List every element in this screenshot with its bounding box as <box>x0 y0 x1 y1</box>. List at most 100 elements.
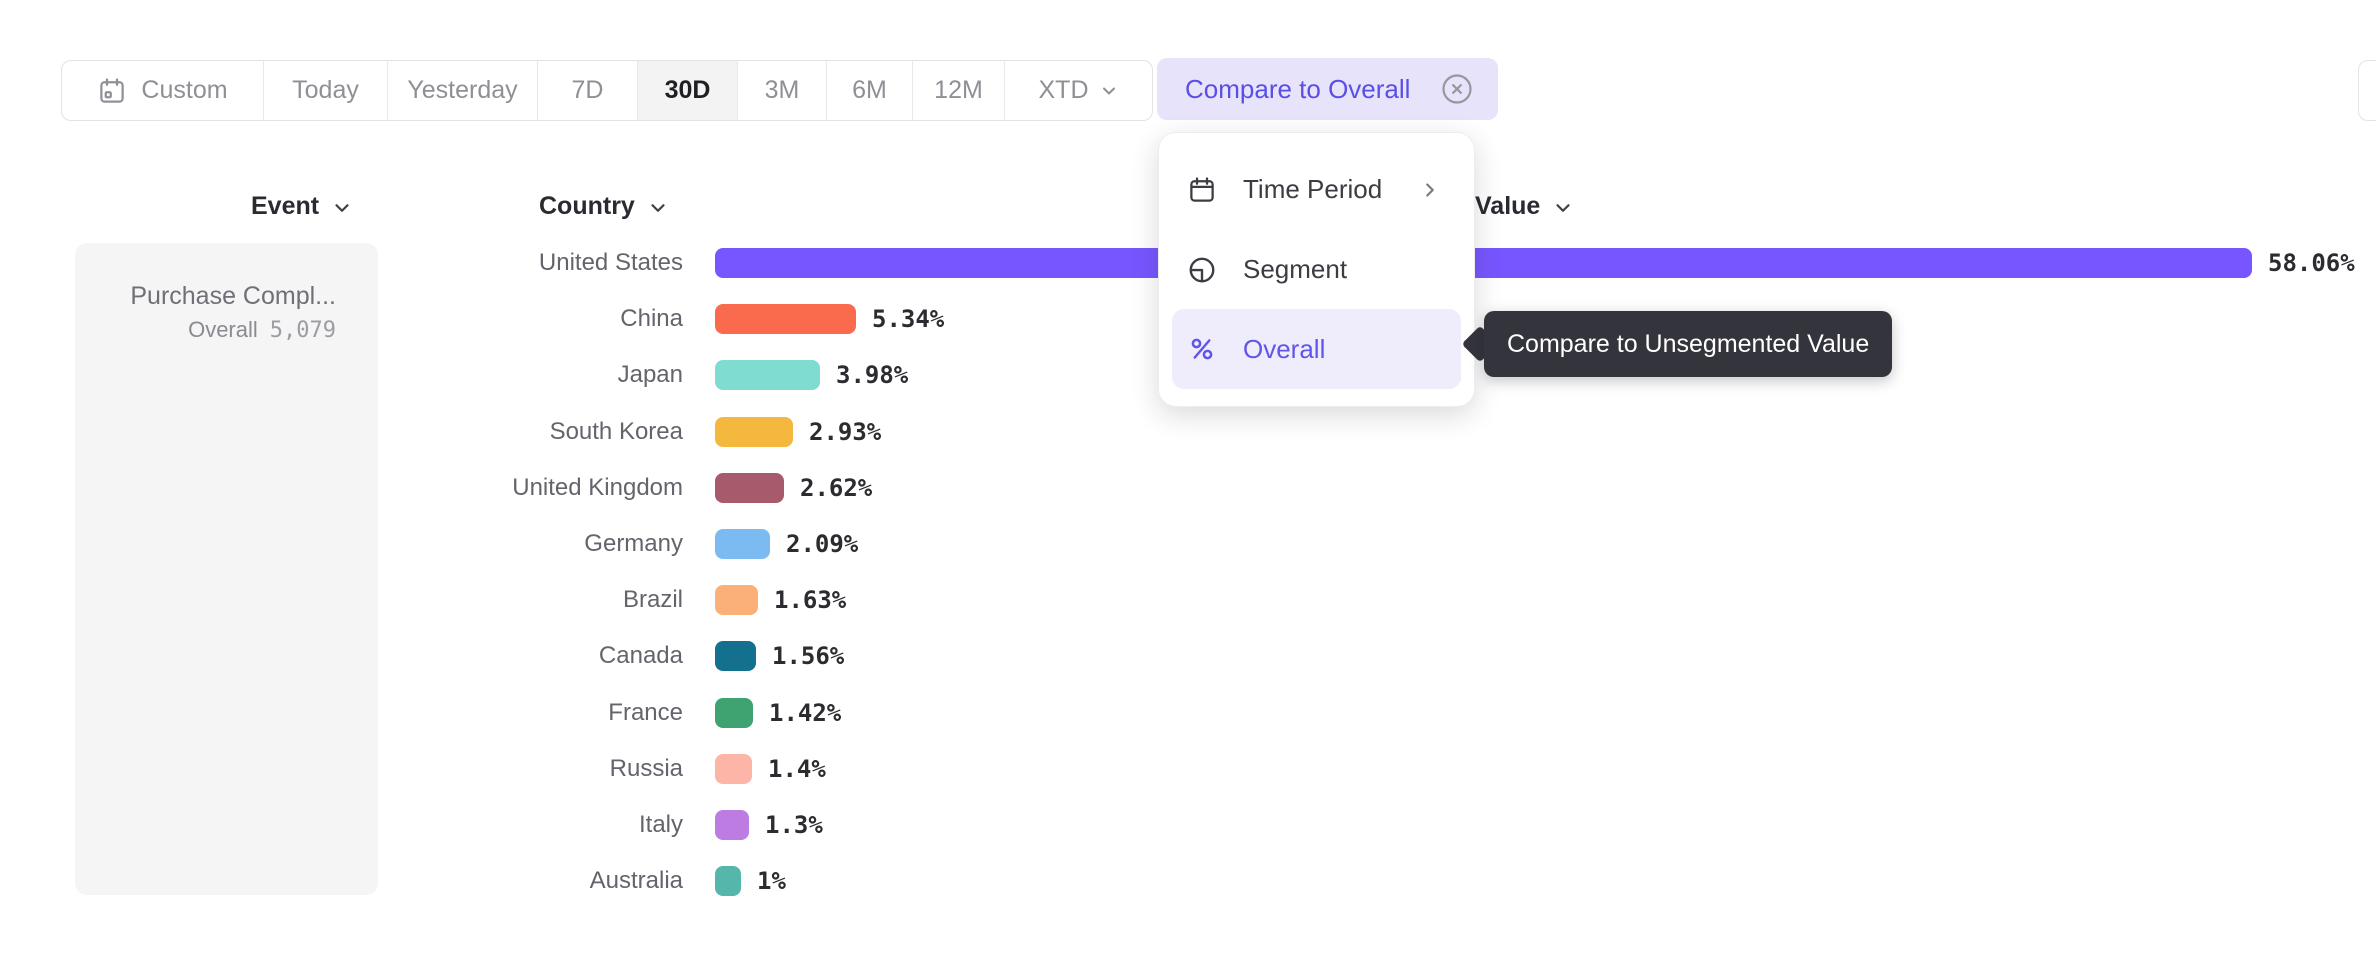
chevron-right-icon <box>1419 179 1441 201</box>
range-button-yesterday[interactable]: Yesterday <box>388 61 538 120</box>
clipped-button-group[interactable] <box>2358 60 2376 121</box>
country-label: Japan <box>617 361 683 389</box>
event-overall-label: Overall <box>188 317 258 342</box>
bar-united-states[interactable] <box>715 248 2252 279</box>
bar-china[interactable] <box>715 304 856 335</box>
country-label: Italy <box>638 810 683 838</box>
range-button-label: XTD <box>1038 76 1089 104</box>
tooltip-text: Compare to Unsegmented Value <box>1507 329 1870 358</box>
value-label: 58.06% <box>2268 249 2355 278</box>
bar-italy[interactable] <box>715 809 749 840</box>
segment-icon <box>1187 255 1217 285</box>
menu-item-segment[interactable]: Segment <box>1172 230 1461 310</box>
value-label: 1.42% <box>769 698 842 727</box>
range-button-label: Custom <box>141 76 228 104</box>
calendar-icon <box>97 76 127 106</box>
value-label: 1.3% <box>765 810 823 839</box>
range-button-label: 12M <box>934 76 983 104</box>
range-button-7d[interactable]: 7D <box>538 61 638 120</box>
range-button-3m[interactable]: 3M <box>738 61 827 120</box>
country-label: Brazil <box>622 586 683 614</box>
chart-row-italy: Italy 1.3% <box>0 797 2376 853</box>
country-bar-chart: United States 58.06% China 5.34% Japan 3.98% S… <box>0 235 2376 909</box>
chart-row-japan: Japan 3.98% <box>0 347 2376 403</box>
country-label: Russia <box>609 754 683 782</box>
chart-row-russia: Russia 1.4% <box>0 741 2376 797</box>
column-header-event-label: Event <box>251 191 320 220</box>
bar-russia[interactable] <box>715 753 752 784</box>
date-range-group[interactable]: Custom Today Yesterday 7D 30D 3M 6M 12M XTD <box>61 60 1153 121</box>
percent-icon <box>1187 334 1217 364</box>
calendar-icon <box>1187 175 1217 205</box>
compare-to-overall-chip[interactable]: Compare to Overall <box>1157 58 1498 120</box>
event-cell[interactable]: Purchase Compl... Overall 5,079 <box>75 243 378 895</box>
range-button-6m[interactable]: 6M <box>827 61 913 120</box>
chart-row-united-kingdom: United Kingdom 2.62% <box>0 460 2376 516</box>
range-button-custom[interactable]: Custom <box>62 61 264 120</box>
menu-item-time-period[interactable]: Time Period <box>1172 150 1461 230</box>
event-overall-value: 5,079 <box>269 318 336 343</box>
country-label: United Kingdom <box>512 473 683 501</box>
column-header-event[interactable]: Event <box>251 190 353 222</box>
bar-united-kingdom[interactable] <box>715 472 784 503</box>
bar-south-korea[interactable] <box>715 416 793 447</box>
value-label: 1.4% <box>768 754 826 783</box>
range-button-xtd[interactable]: XTD <box>1005 61 1152 120</box>
event-name: Purchase Compl... <box>130 282 336 310</box>
country-label: United States <box>538 249 683 277</box>
country-label: Canada <box>598 642 683 670</box>
bar-france[interactable] <box>715 697 753 728</box>
menu-item-label: Segment <box>1243 254 1348 284</box>
range-button-label: 6M <box>852 76 887 104</box>
range-button-12m[interactable]: 12M <box>913 61 1005 120</box>
column-header-country-label: Country <box>539 191 635 220</box>
range-button-label: Today <box>292 76 359 104</box>
compare-dropdown-menu: Time Period Segment Overall <box>1158 132 1475 407</box>
bar-germany[interactable] <box>715 529 770 560</box>
value-label: 2.62% <box>800 473 873 502</box>
range-button-today[interactable]: Today <box>264 61 388 120</box>
chart-row-united-states: United States 58.06% <box>0 235 2376 291</box>
column-header-country[interactable]: Country <box>539 190 669 222</box>
chart-row-france: France 1.42% <box>0 685 2376 741</box>
chart-row-canada: Canada 1.56% <box>0 628 2376 684</box>
country-label: China <box>620 305 683 333</box>
menu-item-overall[interactable]: Overall <box>1172 309 1461 390</box>
value-label: 5.34% <box>872 305 945 334</box>
chevron-down-icon <box>331 197 353 219</box>
bar-brazil[interactable] <box>715 585 758 616</box>
bar-japan[interactable] <box>715 360 820 391</box>
column-header-value-label: Value <box>1475 191 1541 220</box>
value-label: 3.98% <box>836 361 909 390</box>
chevron-down-icon <box>1552 197 1574 219</box>
range-button-label: 30D <box>664 76 711 104</box>
bar-canada[interactable] <box>715 641 756 672</box>
value-label: 1% <box>757 867 786 896</box>
chevron-down-icon <box>647 197 669 219</box>
value-label: 2.09% <box>786 530 859 559</box>
compare-chip-label: Compare to Overall <box>1185 73 1411 104</box>
value-label: 1.63% <box>774 586 847 615</box>
range-button-label: 3M <box>764 76 800 104</box>
remove-compare-icon[interactable] <box>1440 72 1474 106</box>
chart-row-australia: Australia 1% <box>0 853 2376 909</box>
country-label: South Korea <box>549 417 683 445</box>
chart-row-china: China 5.34% <box>0 291 2376 347</box>
chart-row-brazil: Brazil 1.63% <box>0 572 2376 628</box>
range-button-label: 7D <box>571 76 604 104</box>
menu-item-label: Time Period <box>1243 174 1383 205</box>
country-label: Australia <box>589 867 683 895</box>
menu-item-label: Overall <box>1243 333 1326 364</box>
country-label: France <box>608 698 683 726</box>
country-label: Germany <box>584 530 683 558</box>
range-button-label: Yesterday <box>407 76 518 104</box>
chevron-down-icon <box>1099 81 1119 101</box>
value-label: 1.56% <box>772 642 845 671</box>
chart-row-south-korea: South Korea 2.93% <box>0 404 2376 460</box>
tooltip: Compare to Unsegmented Value <box>1484 311 1893 377</box>
chart-row-germany: Germany 2.09% <box>0 516 2376 572</box>
range-button-30d[interactable]: 30D <box>638 61 738 120</box>
column-header-value[interactable]: Value <box>1475 190 1574 222</box>
value-label: 2.93% <box>809 417 882 446</box>
bar-australia[interactable] <box>715 866 741 897</box>
